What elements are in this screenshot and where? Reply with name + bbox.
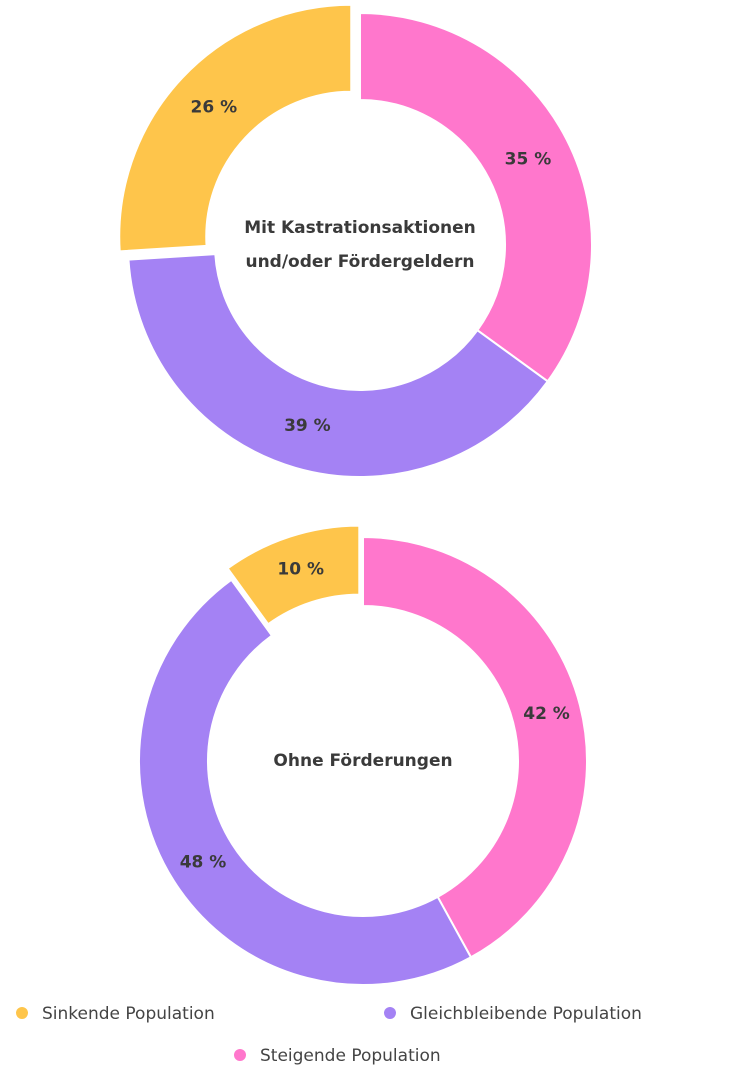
value-label: 26 %: [191, 98, 238, 118]
chart-title: Ohne Förderungen: [273, 751, 452, 771]
legend-marker: [384, 1007, 396, 1019]
value-label: 10 %: [277, 559, 324, 579]
value-label: 35 %: [505, 149, 552, 169]
legend-marker: [234, 1049, 246, 1061]
legend-label: Steigende Population: [260, 1046, 441, 1066]
chart-title: Mit Kastrationsaktionen: [244, 218, 476, 238]
donut-slice: [359, 11, 593, 383]
donut-slice: [127, 253, 550, 478]
donut-slice: [138, 578, 473, 986]
value-label: 48 %: [180, 853, 227, 873]
value-label: 42 %: [523, 704, 570, 724]
donut-slice: [362, 535, 588, 959]
donut-slice: [226, 524, 361, 626]
chart-title: und/oder Fördergeldern: [245, 252, 474, 272]
legend-label: Sinkende Population: [42, 1004, 215, 1024]
donut-slice: [118, 3, 353, 253]
legend-marker: [16, 1007, 28, 1019]
legend-label: Gleichbleibende Population: [410, 1004, 642, 1024]
value-label: 39 %: [284, 416, 331, 436]
